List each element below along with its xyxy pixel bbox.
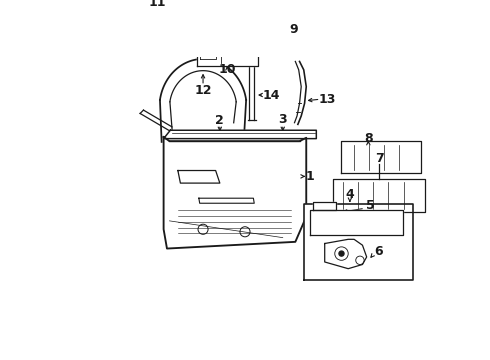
Text: 4: 4	[345, 188, 354, 201]
Text: 13: 13	[318, 93, 336, 106]
Text: 8: 8	[364, 132, 373, 145]
Polygon shape	[342, 141, 421, 173]
Text: 5: 5	[367, 199, 375, 212]
Polygon shape	[164, 130, 317, 139]
Text: 14: 14	[262, 89, 280, 102]
Polygon shape	[164, 137, 306, 248]
Circle shape	[339, 251, 344, 256]
Polygon shape	[304, 204, 413, 280]
Polygon shape	[178, 171, 220, 183]
Polygon shape	[197, 30, 258, 66]
Polygon shape	[253, 22, 274, 34]
Text: 6: 6	[374, 246, 383, 258]
Polygon shape	[311, 210, 403, 235]
Text: 7: 7	[375, 152, 384, 165]
Text: 10: 10	[219, 63, 236, 76]
Polygon shape	[333, 179, 425, 212]
Text: 2: 2	[216, 114, 224, 127]
Text: 12: 12	[195, 84, 212, 97]
Text: 11: 11	[148, 0, 166, 9]
Text: 3: 3	[278, 113, 287, 126]
Polygon shape	[313, 202, 336, 210]
Text: 9: 9	[290, 23, 298, 36]
Polygon shape	[139, 9, 172, 19]
Polygon shape	[199, 198, 254, 203]
Polygon shape	[325, 239, 367, 269]
Text: 1: 1	[305, 170, 314, 183]
